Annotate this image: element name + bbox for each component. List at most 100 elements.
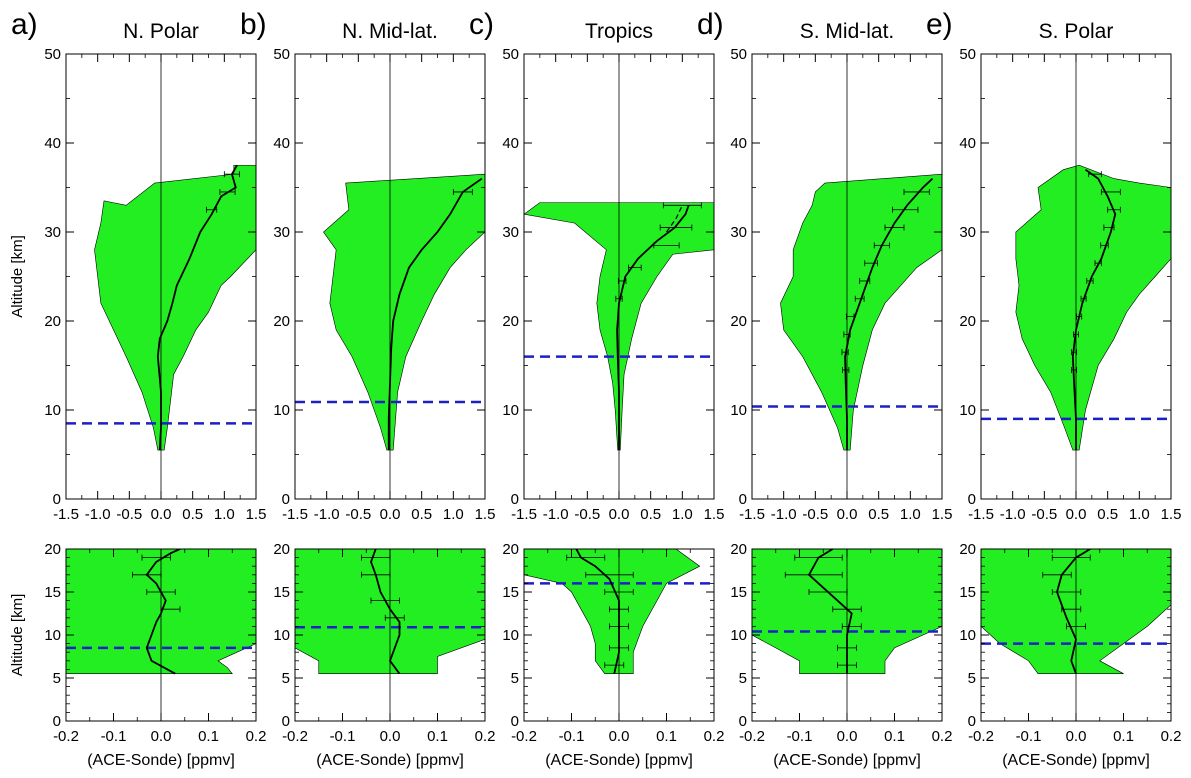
x-tick-label: -1.5 (511, 506, 537, 523)
x-tick-label: 0.5 (868, 506, 889, 523)
y-tick-label: 15 (959, 584, 976, 601)
error-bar (864, 260, 878, 267)
x-tick-label: -1.5 (739, 506, 765, 523)
x-tick-label: 0.2 (932, 728, 953, 745)
x-tick-label: 1.0 (672, 506, 693, 523)
error-bar (604, 662, 625, 669)
x-tick-label: -0.1 (330, 728, 356, 745)
y-tick-label: 30 (502, 224, 519, 241)
mean-profile-line (1056, 549, 1091, 675)
x-tick-label: -0.1 (787, 728, 813, 745)
error-bar (784, 571, 843, 578)
panel-bottom-2: 0 5 10 15 20 -0.2 -0.1 0.0 0.1 0.2 (ACE-Sonde) [pp… (502, 541, 724, 769)
error-bar (659, 224, 693, 231)
plot-area (295, 549, 485, 721)
x-tick-label: 0.0 (837, 728, 858, 745)
x-axis-label: (ACE-Sonde) [ppmv] (545, 752, 693, 769)
y-tick-label: 0 (968, 491, 976, 508)
range-envelope (94, 164, 256, 451)
x-tick-label: -0.2 (968, 728, 994, 745)
y-tick-label: 10 (273, 627, 290, 644)
error-bar (841, 623, 862, 630)
y-tick-label: 20 (959, 313, 976, 330)
error-bar (384, 614, 405, 621)
x-tick-label: 0.1 (198, 728, 219, 745)
panel-bottom-3: 0 5 10 15 20 -0.2 -0.1 0.0 0.1 0.2 (ACE-Sonde) [pp… (730, 541, 952, 769)
x-tick-label: -0.2 (282, 728, 308, 745)
plot-area (66, 54, 256, 499)
y-tick-label: 10 (44, 402, 61, 419)
x-tick-label: 0.2 (246, 728, 267, 745)
plot-area (981, 54, 1171, 499)
plot-area (66, 549, 256, 721)
x-tick-label: 0.5 (182, 506, 203, 523)
x-tick-label: -0.2 (53, 728, 79, 745)
plot-area (295, 54, 485, 499)
x-tick-label: 0.1 (427, 728, 448, 745)
y-tick-label: 40 (502, 135, 519, 152)
panel-top-3: 0 10 20 30 40 50 -1.5 -1.0 -0.5 0.0 0.5 1.0 1.5 d) S. … (697, 8, 952, 523)
x-tick-label: 0.0 (609, 728, 630, 745)
y-tick-label: 40 (44, 135, 61, 152)
y-tick-label: 5 (282, 670, 290, 687)
x-tick-label: 0.0 (1066, 728, 1087, 745)
x-tick-label: -0.1 (559, 728, 585, 745)
error-bar (662, 202, 702, 209)
range-envelope (524, 549, 701, 675)
plot-area (524, 54, 714, 499)
mean-profile-line (575, 549, 620, 674)
y-tick-label: 0 (739, 491, 747, 508)
error-bar (585, 571, 634, 578)
x-tick-label: -0.5 (802, 506, 828, 523)
x-tick-label: -0.1 (101, 728, 127, 745)
error-bar (1051, 554, 1091, 561)
panel-title: N. Polar (123, 20, 199, 43)
x-tick-label: 1.0 (214, 506, 235, 523)
x-tick-label: 0.0 (151, 728, 172, 745)
y-tick-label: 5 (53, 670, 61, 687)
panel-top-0: 0 10 20 30 40 50 -1.5 -1.0 -0.5 0.0 0.5 1.0 1.5 a) N. … (9, 8, 266, 523)
error-bar (1042, 571, 1072, 578)
error-bar (884, 224, 905, 231)
y-tick-label: 20 (273, 313, 290, 330)
secondary-profile-line (666, 205, 683, 233)
y-tick-label: 20 (502, 313, 519, 330)
x-tick-label: 1.5 (1161, 506, 1182, 523)
mean-profile-line (387, 177, 483, 451)
mean-profile-line (370, 549, 401, 675)
x-tick-label: 0.5 (411, 506, 432, 523)
y-tick-label: 40 (959, 135, 976, 152)
panel-top-2: 0 10 20 30 40 50 -1.5 -1.0 -0.5 0.0 0.5 1.0 1.5 c) Tro… (469, 8, 724, 523)
x-tick-label: 1.0 (900, 506, 921, 523)
mean-profile-line (156, 164, 238, 451)
y-tick-label: 20 (730, 313, 747, 330)
x-tick-label: 0.2 (1161, 728, 1182, 745)
y-tick-label: 0 (968, 713, 976, 730)
y-tick-label: 10 (273, 402, 290, 419)
y-tick-label: 0 (282, 491, 290, 508)
x-tick-label: 0.0 (837, 506, 858, 523)
y-tick-label: 15 (44, 584, 61, 601)
x-tick-label: 0.5 (640, 506, 661, 523)
x-tick-label: 0.2 (704, 728, 725, 745)
y-tick-label: 40 (730, 135, 747, 152)
x-tick-label: -1.5 (53, 506, 79, 523)
y-tick-label: 10 (959, 402, 976, 419)
y-tick-label: 50 (730, 46, 747, 63)
plot-area (524, 549, 714, 721)
x-tick-label: 1.0 (443, 506, 464, 523)
panel-letter: a) (11, 8, 38, 41)
x-tick-label: -1.0 (85, 506, 111, 523)
y-tick-label: 5 (968, 670, 976, 687)
y-tick-label: 50 (273, 46, 290, 63)
x-axis-label: (ACE-Sonde) [ppmv] (87, 752, 235, 769)
panel-title: Tropics (585, 20, 653, 43)
mean-profile-line (807, 549, 853, 674)
panel-bottom-1: 0 5 10 15 20 -0.2 -0.1 0.0 0.1 0.2 (ACE-Sonde) [pp… (273, 541, 495, 769)
x-axis-label: (ACE-Sonde) [ppmv] (773, 752, 921, 769)
panel-letter: e) (926, 8, 953, 41)
x-tick-label: 0.5 (1097, 506, 1118, 523)
y-tick-label: 20 (44, 541, 61, 558)
mean-profile-line (1071, 168, 1117, 451)
x-tick-label: -0.1 (1016, 728, 1042, 745)
